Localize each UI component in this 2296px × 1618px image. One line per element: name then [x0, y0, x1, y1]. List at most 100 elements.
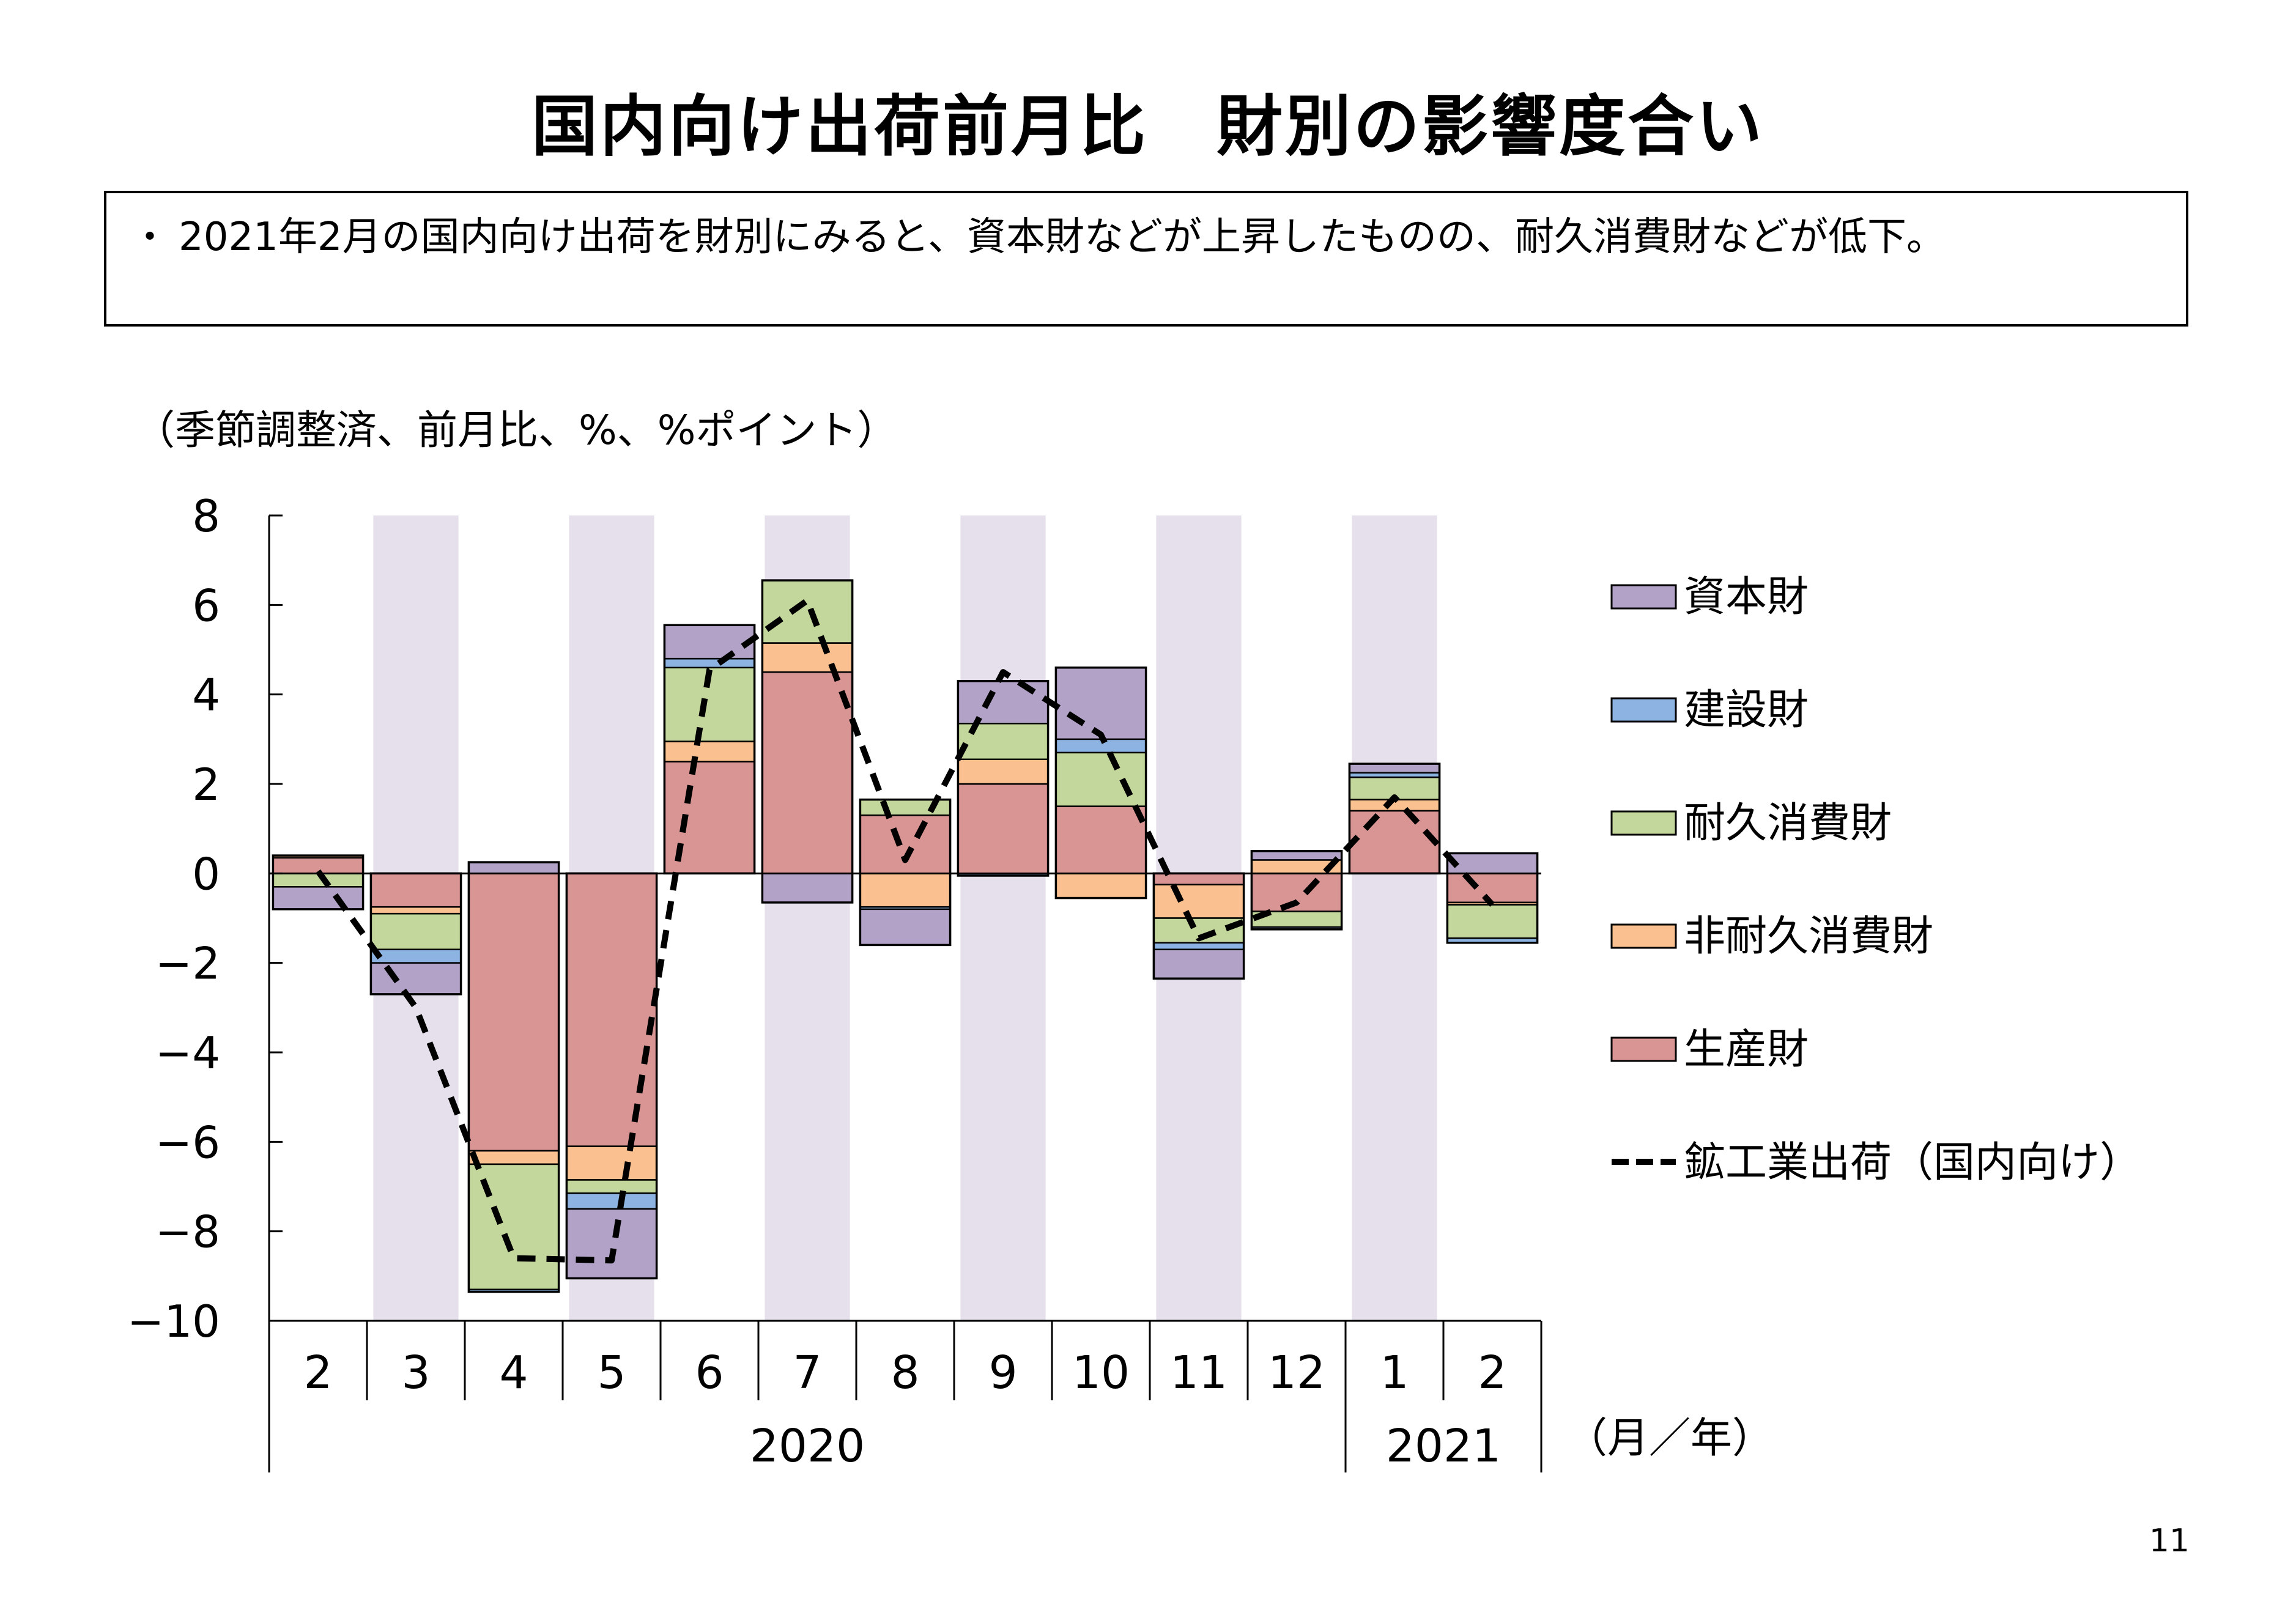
bar-segment	[468, 861, 560, 874]
bar-segment	[761, 671, 853, 874]
x-category-label: 6	[695, 1346, 724, 1399]
bar-segment	[370, 912, 462, 950]
bar-outline	[272, 854, 365, 911]
bar-segment	[566, 1208, 657, 1279]
bar-segment	[566, 873, 657, 1147]
y-tick-label: −6	[155, 1117, 220, 1168]
y-tick-label: −10	[127, 1296, 220, 1347]
x-category-label: 1	[1380, 1346, 1409, 1399]
legend-swatch	[1610, 1036, 1677, 1062]
y-tick-label: 0	[192, 848, 220, 900]
bar-segment	[370, 962, 462, 996]
bar-segment	[468, 873, 560, 1152]
y-tick-label: −2	[155, 938, 220, 989]
shade-band	[960, 515, 1046, 1321]
bar-segment	[370, 873, 462, 908]
bar-segment	[566, 1179, 657, 1194]
bar-segment	[957, 783, 1049, 874]
legend-label: 鉱工業出荷（国内向け）	[1684, 1139, 2141, 1187]
year-label: 2021	[1386, 1420, 1501, 1472]
bar-segment	[1446, 904, 1538, 939]
bar-segment	[272, 886, 364, 911]
y-tick-label: 2	[192, 759, 220, 810]
y-tick-labels: 8 6 4 2 0 −2 −4 −6 −8 −10	[127, 490, 220, 1347]
x-axis-label: （月／年）	[1566, 1414, 1774, 1463]
legend-label: 資本財	[1684, 573, 1809, 621]
y-tick-label: −4	[155, 1027, 220, 1079]
bar-segment	[664, 741, 755, 763]
legend-label: 非耐久消費財	[1684, 912, 1933, 961]
y-tick-label: 6	[192, 580, 220, 631]
y-tick-label: −8	[155, 1206, 220, 1258]
year-label: 2020	[750, 1420, 865, 1472]
bar-outline	[467, 861, 560, 1293]
bar-segment	[1153, 942, 1245, 950]
summary-text: 2021年2月の国内向け出荷を財別にみると、資本財などが上昇したものの、耐久消費…	[179, 215, 1946, 260]
bar-segment	[1055, 805, 1147, 874]
x-category-label: 3	[401, 1346, 430, 1399]
y-tick-label: 4	[192, 670, 220, 721]
bar-segment	[761, 873, 853, 904]
bar-segment	[859, 908, 951, 946]
bar-segment	[957, 680, 1049, 725]
bar-segment	[761, 579, 853, 644]
bar-segment	[664, 624, 755, 660]
summary-box: ・ 2021年2月の国内向け出荷を財別にみると、資本財などが上昇したものの、耐久…	[104, 191, 2188, 327]
page-number: 11	[2149, 1523, 2190, 1559]
x-category-label: 2	[303, 1346, 332, 1399]
bar-segment	[957, 758, 1049, 785]
bar-segment	[1349, 810, 1440, 874]
bar-outline	[957, 679, 1050, 877]
x-category-label: 2	[1478, 1346, 1506, 1399]
bar-outline	[1446, 852, 1539, 944]
y-tick-label: 8	[192, 490, 220, 542]
bar-segment	[1153, 884, 1245, 919]
summary-bullet: ・	[131, 215, 169, 259]
x-category-label: 12	[1268, 1346, 1325, 1399]
legend-swatch	[1610, 697, 1677, 723]
legend-swatch	[1610, 810, 1677, 836]
bar-segment	[859, 873, 951, 908]
bar-segment	[468, 1150, 560, 1165]
page-title: 国内向け出荷前月比 財別の影響度合い	[531, 89, 1765, 165]
axes	[268, 514, 1542, 1472]
x-category-label: 11	[1170, 1346, 1228, 1399]
bar-segment	[1446, 873, 1538, 904]
x-category-label: 5	[597, 1346, 626, 1399]
bar-segment	[1153, 948, 1245, 980]
bar-outline	[1054, 667, 1147, 900]
x-category-label: 8	[891, 1346, 919, 1399]
legend-label: 建設財	[1684, 686, 1809, 734]
shipment-line	[315, 597, 1495, 1264]
x-category-label: 4	[499, 1346, 528, 1399]
bar-segment	[1055, 752, 1147, 807]
bar-segment	[1055, 667, 1147, 741]
bar-segment	[566, 1192, 657, 1210]
shipment-line-layer	[315, 597, 1495, 1264]
bar-segment	[1055, 873, 1147, 899]
bar-outline	[761, 579, 854, 904]
bar-segment	[1446, 852, 1538, 874]
x-category-label: 9	[988, 1346, 1017, 1399]
unit-note: （季節調整済、前月比、%、%ポイント）	[135, 407, 898, 454]
legend-label: 耐久消費財	[1684, 799, 1892, 848]
x-category-label: 7	[793, 1346, 821, 1399]
bar-segment	[1349, 763, 1440, 774]
bar-segment	[272, 857, 364, 874]
bar-segment	[761, 642, 853, 673]
bar-segment	[1251, 850, 1342, 861]
shade-band	[1352, 515, 1437, 1321]
bar-outline	[1250, 850, 1343, 931]
stacked-bars	[272, 579, 1539, 1293]
legend-swatch	[1610, 584, 1677, 610]
bar-segment	[370, 948, 462, 964]
bar-segment	[370, 906, 462, 915]
legend-swatch	[1610, 923, 1677, 949]
bar-segment	[566, 1145, 657, 1181]
bar-segment	[664, 657, 755, 669]
bar-segment	[859, 814, 951, 874]
bar-outline	[859, 798, 952, 947]
